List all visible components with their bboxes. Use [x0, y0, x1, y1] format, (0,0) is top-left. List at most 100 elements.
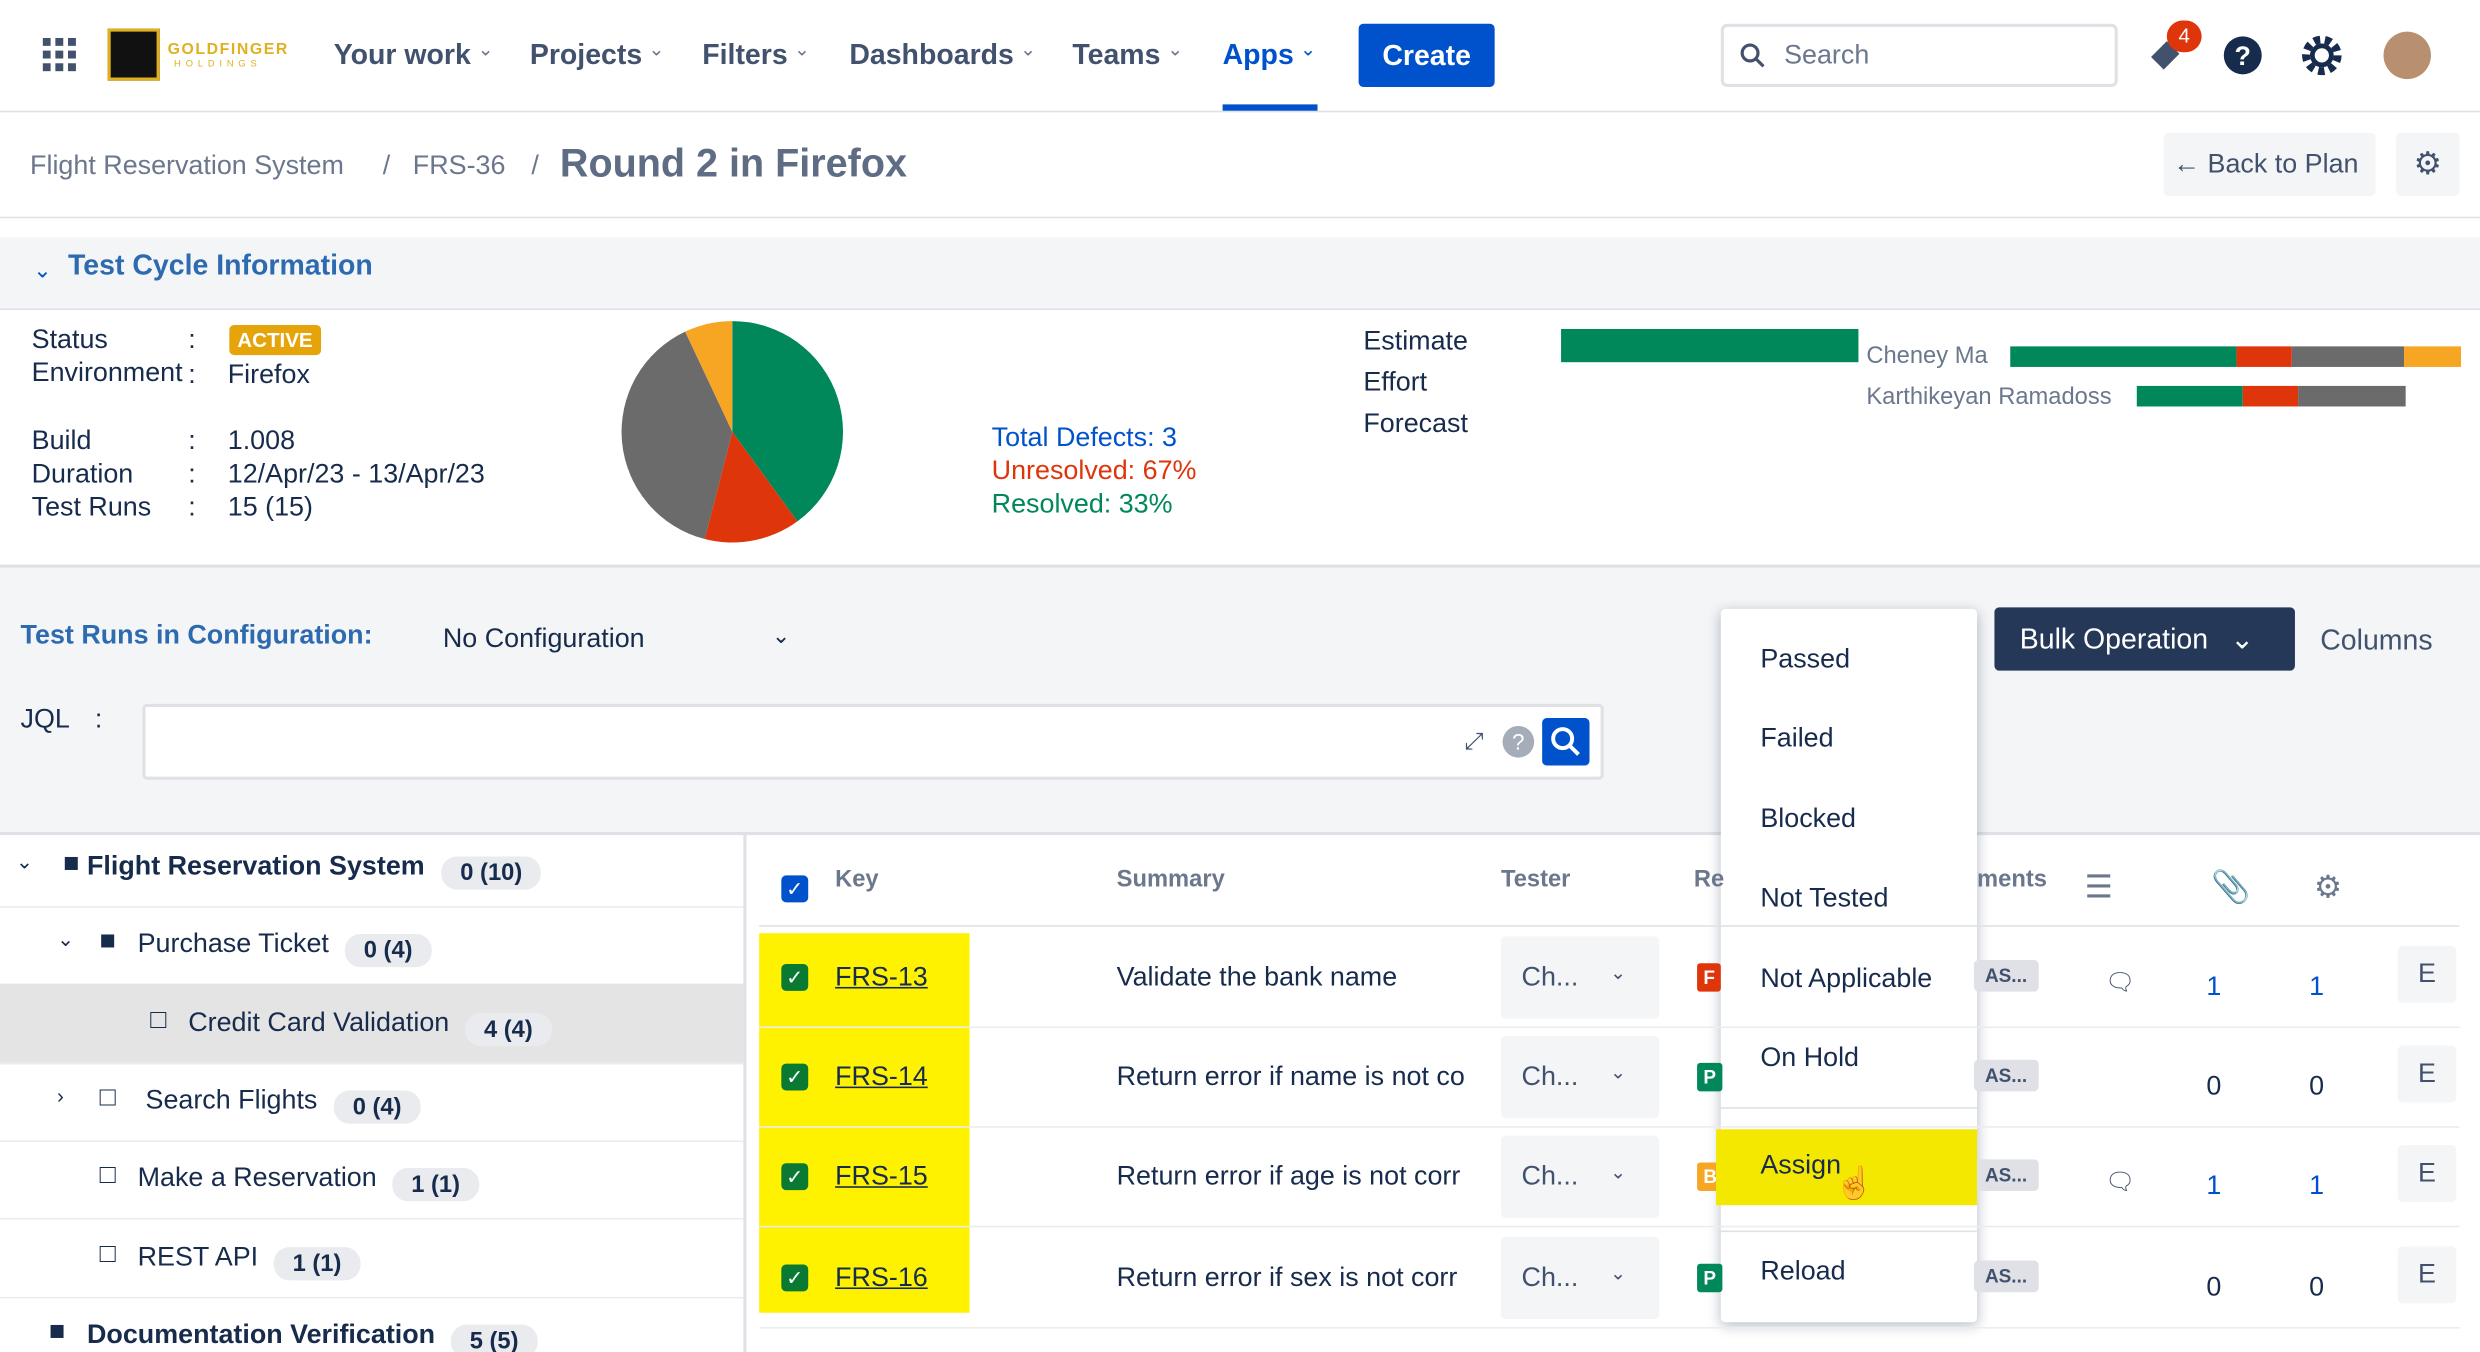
menu-separator	[1721, 1231, 1977, 1233]
colon: :	[188, 359, 195, 391]
nav-item[interactable]: Filters	[702, 39, 787, 72]
attachment-count[interactable]: 1	[2206, 1171, 2221, 1203]
search-box[interactable]: Search	[1721, 24, 2118, 87]
active-underline	[1223, 104, 1318, 110]
divider	[0, 832, 2480, 835]
tree-toggle[interactable]: ⌄	[16, 849, 33, 874]
tree-toggle[interactable]: ⌄	[57, 927, 74, 952]
tester-chevron: ⌄	[1610, 1062, 1626, 1084]
comment-icon[interactable]: 🗨	[2105, 968, 2135, 996]
nav-item[interactable]: Apps	[1223, 39, 1294, 72]
nav-chevron[interactable]: ⌄	[1020, 38, 1036, 60]
edit-button[interactable]: E	[2398, 1046, 2457, 1103]
expand-icon[interactable]: ⤢	[1465, 728, 1484, 755]
logo-mark[interactable]	[108, 28, 160, 80]
nav-item[interactable]: Your work	[334, 39, 471, 72]
status-chip: F	[1697, 963, 1721, 991]
tree-count: 0 (10)	[441, 856, 541, 889]
nav-item[interactable]: Projects	[530, 39, 642, 72]
assignee-chip: AS...	[1974, 1160, 2038, 1192]
cursor: ☝	[1835, 1163, 1874, 1203]
columns-button[interactable]: Columns	[2320, 624, 2432, 657]
jql-help[interactable]: ?	[1503, 726, 1535, 758]
nav-item[interactable]: Dashboards	[849, 39, 1014, 72]
avatar[interactable]	[2384, 32, 2431, 79]
colon: :	[188, 425, 195, 457]
edit-button[interactable]: E	[2398, 1146, 2457, 1203]
menu-item[interactable]: Failed	[1760, 723, 1833, 755]
tree-label[interactable]: Flight Reservation System	[87, 851, 425, 883]
comment-icon[interactable]: 🗨	[2105, 1168, 2135, 1196]
breadcrumb-project[interactable]: Flight Reservation System	[30, 150, 344, 182]
issue-key[interactable]: FRS-14	[835, 1062, 928, 1094]
issue-key[interactable]: FRS-15	[835, 1162, 928, 1194]
colon: :	[188, 459, 195, 491]
edit-button[interactable]: E	[2398, 1246, 2457, 1303]
column-icon[interactable]: ⚙	[2314, 868, 2342, 908]
issue-key[interactable]: FRS-16	[835, 1261, 928, 1293]
person-bar	[2137, 386, 2406, 407]
header-checkbox[interactable]: ✓	[781, 875, 808, 902]
divider	[0, 111, 2480, 113]
menu-item[interactable]: Not Tested	[1760, 883, 1888, 915]
menu-item[interactable]: Not Applicable	[1760, 963, 1932, 995]
back-button[interactable]: ← Back to Plan	[2164, 133, 2376, 196]
bulk-button[interactable]: Bulk Operation⌄	[1994, 607, 2295, 670]
defect-count[interactable]: 1	[2309, 971, 2324, 1003]
nav-chevron[interactable]: ⌄	[794, 38, 810, 60]
row-divider	[759, 1226, 2459, 1228]
defect-count: 0	[2309, 1071, 2324, 1103]
create-button[interactable]: Create	[1359, 24, 1495, 87]
menu-item[interactable]: Blocked	[1760, 803, 1856, 835]
tree-label[interactable]: REST API	[138, 1242, 259, 1274]
field-value: 1.008	[228, 425, 295, 457]
nav-chevron[interactable]: ⌄	[648, 38, 664, 60]
column-icon[interactable]: 📎	[2211, 868, 2250, 908]
settings-icon[interactable]	[2301, 35, 2342, 76]
tree-count: 4 (4)	[465, 1013, 552, 1046]
tree-label[interactable]: Credit Card Validation	[188, 1007, 449, 1039]
row-checkbox[interactable]: ✓	[781, 964, 808, 991]
menu-item[interactable]: Reload	[1760, 1256, 1845, 1288]
menu-item[interactable]: Passed	[1760, 644, 1850, 676]
breadcrumb-key[interactable]: FRS-36	[413, 150, 506, 182]
nav-chevron[interactable]: ⌄	[478, 38, 494, 60]
tester-chevron: ⌄	[1610, 962, 1626, 984]
menu-item[interactable]: On Hold	[1760, 1042, 1859, 1074]
tree-label[interactable]: Documentation Verification	[87, 1319, 435, 1351]
folder-icon: □	[100, 1082, 116, 1114]
menu-item[interactable]: Assign	[1760, 1150, 1841, 1182]
column-header: Tester	[1501, 866, 1570, 893]
row-checkbox[interactable]: ✓	[781, 1064, 808, 1091]
column-icon[interactable]: ☰	[2085, 868, 2113, 908]
config-label: Test Runs in Configuration:	[21, 620, 373, 652]
edit-button[interactable]: E	[2398, 946, 2457, 1003]
page-settings[interactable]: ⚙	[2396, 133, 2459, 196]
nav-chevron[interactable]: ⌄	[1300, 38, 1316, 60]
attachment-count[interactable]: 1	[2206, 971, 2221, 1003]
select-chevron[interactable]: ⌄	[772, 622, 791, 649]
collapse-chevron[interactable]: ⌄	[33, 257, 52, 284]
config-select[interactable]: No Configuration	[443, 623, 645, 655]
resolved: Resolved: 33%	[992, 489, 1173, 521]
tester: Ch...	[1522, 1261, 1579, 1293]
help-icon[interactable]: ?	[2222, 35, 2263, 76]
tree-label[interactable]: Search Flights	[146, 1085, 318, 1117]
row-checkbox[interactable]: ✓	[781, 1164, 808, 1191]
tree-label[interactable]: Make a Reservation	[138, 1162, 377, 1194]
status-chip: P	[1697, 1263, 1722, 1291]
field-value: 12/Apr/23 - 13/Apr/23	[228, 459, 485, 491]
field-label: Environment	[32, 357, 187, 389]
row-checkbox[interactable]: ✓	[781, 1264, 808, 1291]
jql-input[interactable]	[142, 704, 1603, 780]
tree-label[interactable]: Purchase Ticket	[138, 928, 329, 960]
jql-search[interactable]	[1542, 718, 1589, 765]
defect-count[interactable]: 1	[2309, 1171, 2324, 1203]
issue-key[interactable]: FRS-13	[835, 962, 928, 994]
app-switcher[interactable]	[43, 38, 78, 73]
attachment-count: 0	[2206, 1071, 2221, 1103]
nav-item[interactable]: Teams	[1072, 39, 1160, 72]
summary: Return error if name is not co	[1117, 1062, 1486, 1094]
tree-toggle[interactable]: ›	[57, 1084, 64, 1108]
nav-chevron[interactable]: ⌄	[1167, 38, 1183, 60]
